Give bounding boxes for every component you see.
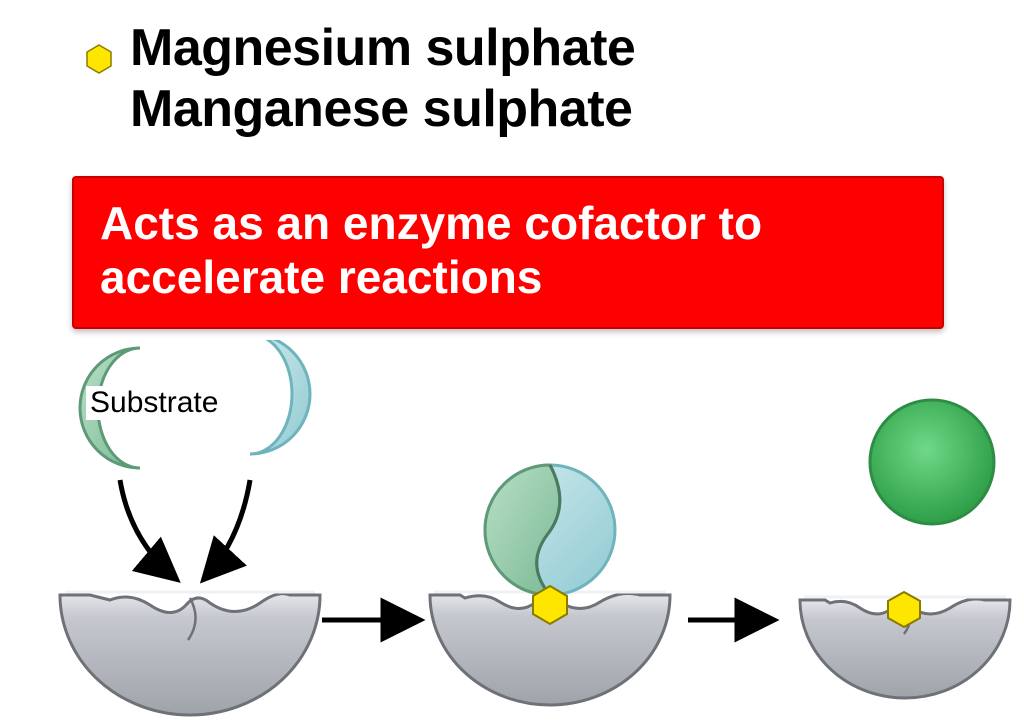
stage-complex	[430, 465, 670, 705]
title-line-1: Magnesium sulphate	[130, 18, 635, 79]
substrate-right-shape	[250, 340, 310, 454]
title-line-2: Manganese sulphate	[130, 79, 635, 140]
callout-text: Acts as an enzyme cofactor to accelerate…	[100, 196, 916, 305]
product-sphere	[870, 400, 994, 524]
title-block: Magnesium sulphate Manganese sulphate	[130, 18, 635, 141]
stage-release	[800, 400, 1010, 698]
enzyme-bowl-1	[60, 592, 320, 715]
bind-arrow-right	[205, 480, 250, 578]
callout-box: Acts as an enzyme cofactor to accelerate…	[72, 176, 944, 329]
substrate-label: Substrate	[86, 386, 222, 420]
bullet-hexagon-icon	[84, 44, 114, 79]
bound-substrate	[485, 465, 615, 595]
bind-arrow-left	[120, 480, 175, 578]
cofactor-hex-3	[888, 592, 920, 627]
enzyme-diagram: Substrate	[0, 340, 1024, 718]
